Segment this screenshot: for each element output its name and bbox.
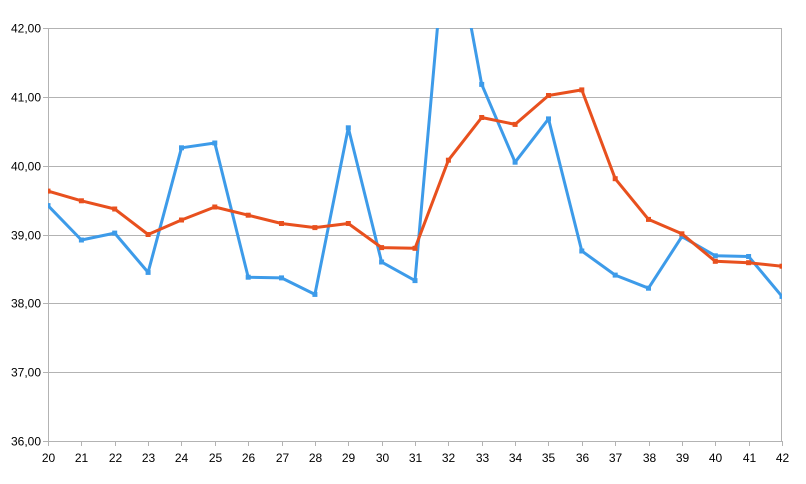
- x-tick-label: 24: [175, 451, 189, 465]
- series-1-point: [546, 116, 551, 122]
- series-1-point: [746, 254, 752, 259]
- series-1-point: [379, 259, 385, 265]
- x-tick-label: 37: [609, 451, 623, 465]
- series-1-point: [279, 275, 284, 281]
- series-1-point: [712, 253, 718, 259]
- y-tick-label: 42,00: [11, 22, 41, 36]
- x-tick-label: 27: [276, 451, 290, 465]
- y-tick-label: 37,00: [11, 366, 41, 380]
- x-tick-label: 20: [42, 451, 56, 465]
- x-tick-label: 31: [409, 451, 423, 465]
- series-2-point: [312, 225, 318, 231]
- x-tick-label: 30: [376, 451, 390, 465]
- x-tick-label: 29: [342, 451, 356, 465]
- x-tick-label: 33: [476, 451, 490, 465]
- y-tick-label: 41,00: [11, 91, 41, 105]
- x-tick-labels: 20 21 22 23 24 25 26 27 28 29 30 31 32 33 34 35 36 37 38 39…: [42, 451, 790, 465]
- series-1-point: [145, 269, 151, 275]
- x-tick-label: 22: [109, 451, 123, 465]
- series-1-point: [646, 285, 651, 291]
- series-2-point: [345, 221, 351, 226]
- series-2-point: [746, 260, 752, 266]
- axes: [43, 28, 783, 446]
- series-2-point: [779, 263, 782, 269]
- y-tick-label: 39,00: [11, 229, 41, 243]
- x-tick-label: 25: [209, 451, 223, 465]
- y-tick-labels: 36,00 37,00 38,00 39,00 40,00 41,00 42,00: [11, 22, 41, 449]
- x-tick-label: 41: [743, 451, 757, 465]
- x-tick-label: 34: [509, 451, 523, 465]
- series-2-point: [279, 221, 284, 226]
- series-2-point: [245, 212, 251, 218]
- series-1-point: [412, 278, 418, 284]
- series-2-point: [546, 93, 551, 98]
- series-group: [48, 28, 782, 299]
- x-tick-label: 38: [643, 451, 657, 465]
- series-2-point: [679, 231, 685, 237]
- series-1-point: [345, 125, 351, 131]
- series-2-point: [712, 258, 718, 264]
- series-1-point: [212, 140, 218, 146]
- series-1-point: [612, 272, 618, 278]
- x-tick-label: 42: [776, 451, 790, 465]
- series-2-point: [512, 121, 518, 127]
- x-tick-label: 28: [309, 451, 323, 465]
- series-2-point: [579, 87, 585, 93]
- x-tick-label: 35: [542, 451, 556, 465]
- series-2-point: [78, 198, 84, 204]
- series-1-point: [179, 145, 184, 151]
- series-1-point: [312, 291, 318, 297]
- y-tick-label: 36,00: [11, 435, 41, 449]
- series-1-point: [78, 237, 84, 243]
- series-2-point: [48, 188, 51, 194]
- series-2-point: [612, 176, 618, 182]
- series-2-point: [445, 157, 451, 163]
- series-2-point: [179, 217, 184, 223]
- series-1-point: [512, 159, 518, 165]
- series-1-point: [479, 81, 485, 87]
- series-1-point: [579, 248, 585, 254]
- series-2-point: [212, 204, 218, 210]
- gridlines: [48, 28, 782, 442]
- series-2-point: [412, 245, 418, 251]
- series-1-point: [245, 274, 251, 280]
- series-1-line: [48, 28, 782, 298]
- x-tick-label: 40: [709, 451, 723, 465]
- x-tick-label: 26: [242, 451, 256, 465]
- x-tick-label: 36: [576, 451, 590, 465]
- series-1-point: [48, 203, 51, 209]
- series-2-point: [646, 216, 651, 222]
- series-2-point: [479, 115, 485, 120]
- series-2-point: [379, 245, 385, 251]
- series-2-point: [112, 206, 118, 212]
- x-tick-label: 39: [676, 451, 690, 465]
- x-tick-label: 32: [442, 451, 456, 465]
- y-tick-label: 38,00: [11, 297, 41, 311]
- series-2-point: [145, 232, 151, 237]
- series-1-point: [679, 234, 685, 240]
- series-1-point: [112, 230, 118, 236]
- x-tick-label: 21: [75, 451, 89, 465]
- x-tick-label: 23: [142, 451, 156, 465]
- series-1-point: [779, 293, 782, 299]
- y-tick-label: 40,00: [11, 160, 41, 174]
